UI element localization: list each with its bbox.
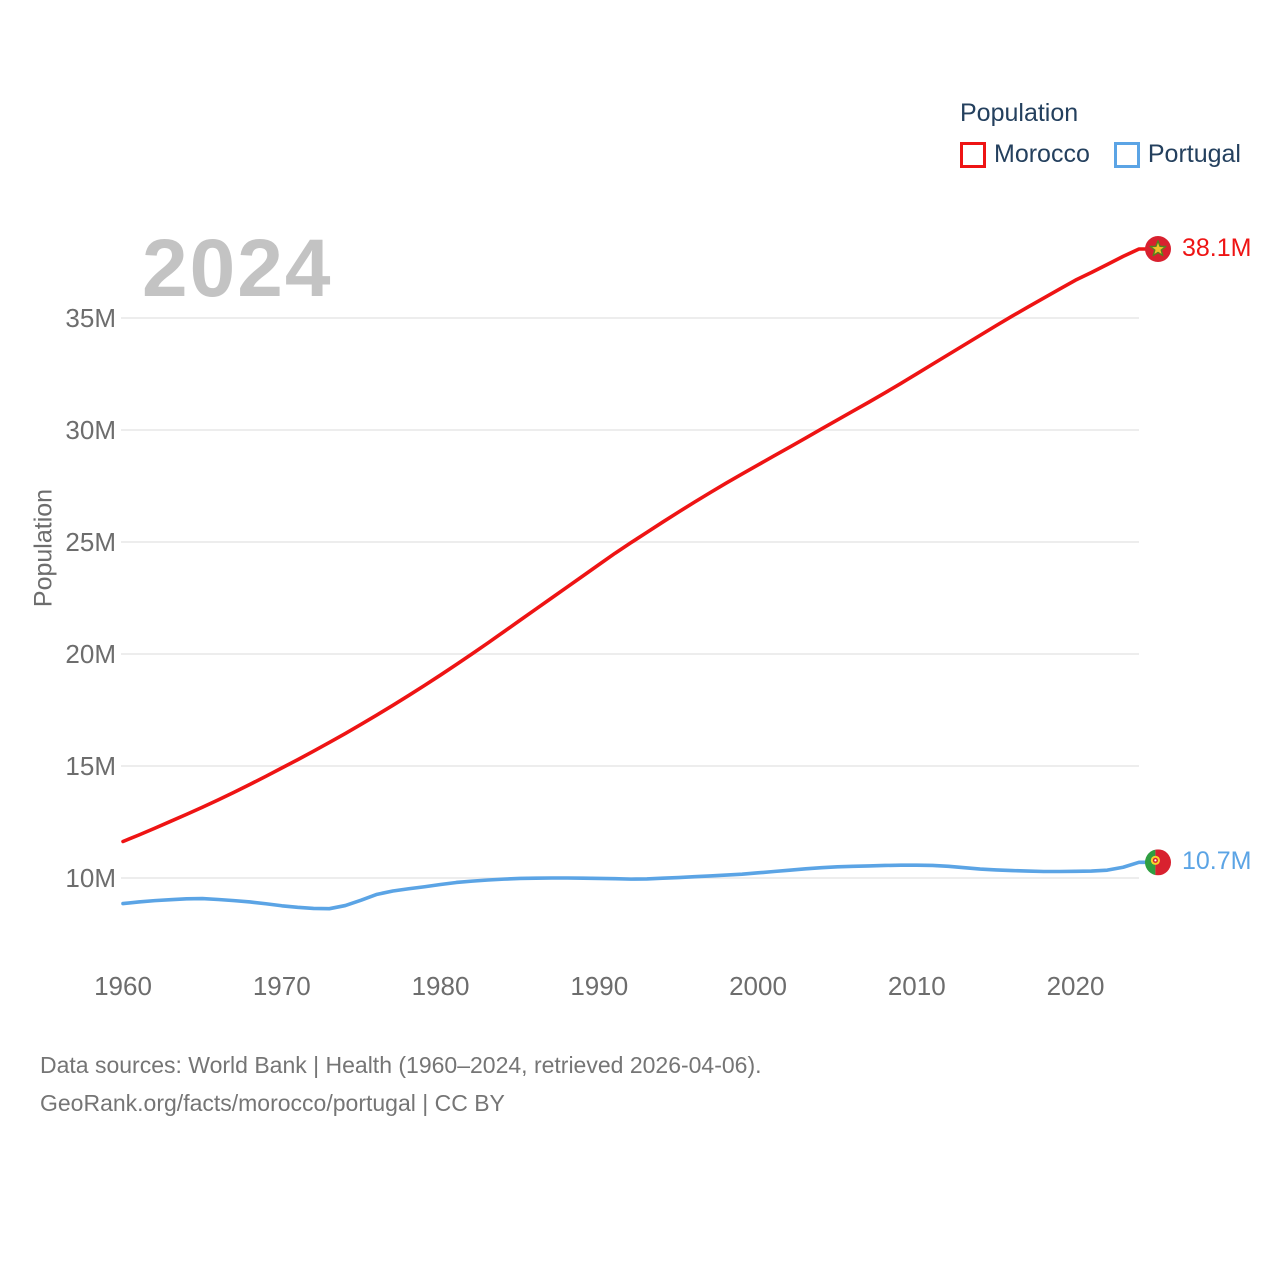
series-line-morocco <box>121 247 1160 844</box>
y-tick-label: 35M <box>65 303 116 333</box>
x-tick-label: 2000 <box>729 971 787 1001</box>
y-tick-label: 15M <box>65 751 116 781</box>
portugal-flag-icon <box>1145 849 1171 876</box>
x-tick-label: 1990 <box>570 971 629 1001</box>
y-tick-label: 25M <box>65 527 116 557</box>
legend-item-morocco[interactable]: Morocco <box>960 140 1090 169</box>
y-tick-label: 30M <box>65 415 116 445</box>
morocco-swatch-icon <box>960 141 986 168</box>
year-watermark: 2024 <box>142 223 333 314</box>
portugal-end-value-label: 10.7M <box>1182 847 1252 876</box>
morocco-flag-icon <box>1145 236 1171 263</box>
legend-row: Morocco Portugal <box>960 140 1241 169</box>
legend-label-portugal: Portugal <box>1147 140 1241 168</box>
morocco-end-value-label: 38.1M <box>1182 234 1252 262</box>
x-tick-label: 1960 <box>94 971 152 1001</box>
x-tick-label: 2010 <box>887 971 946 1001</box>
legend-item-portugal[interactable]: Portugal <box>1113 140 1241 169</box>
x-tick-label: 1980 <box>411 971 470 1001</box>
legend-title: Population <box>960 99 1079 127</box>
x-tick-label: 1970 <box>252 971 311 1001</box>
x-tick-label: 2020 <box>1046 971 1105 1001</box>
legend: Population Morocco Portugal <box>960 99 1241 169</box>
legend-label-morocco: Morocco <box>994 140 1090 168</box>
attribution-note: GeoRank.org/facts/morocco/portugal | CC … <box>40 1090 505 1116</box>
footer: Data sources: World Bank | Health (1960–… <box>40 1046 762 1122</box>
y-tick-label: 10M <box>65 863 116 893</box>
data-source-note: Data sources: World Bank | Health (1960–… <box>40 1052 762 1078</box>
y-tick-label: 20M <box>65 639 116 669</box>
series-line-portugal <box>121 860 1160 911</box>
portugal-swatch-icon <box>1113 141 1140 168</box>
